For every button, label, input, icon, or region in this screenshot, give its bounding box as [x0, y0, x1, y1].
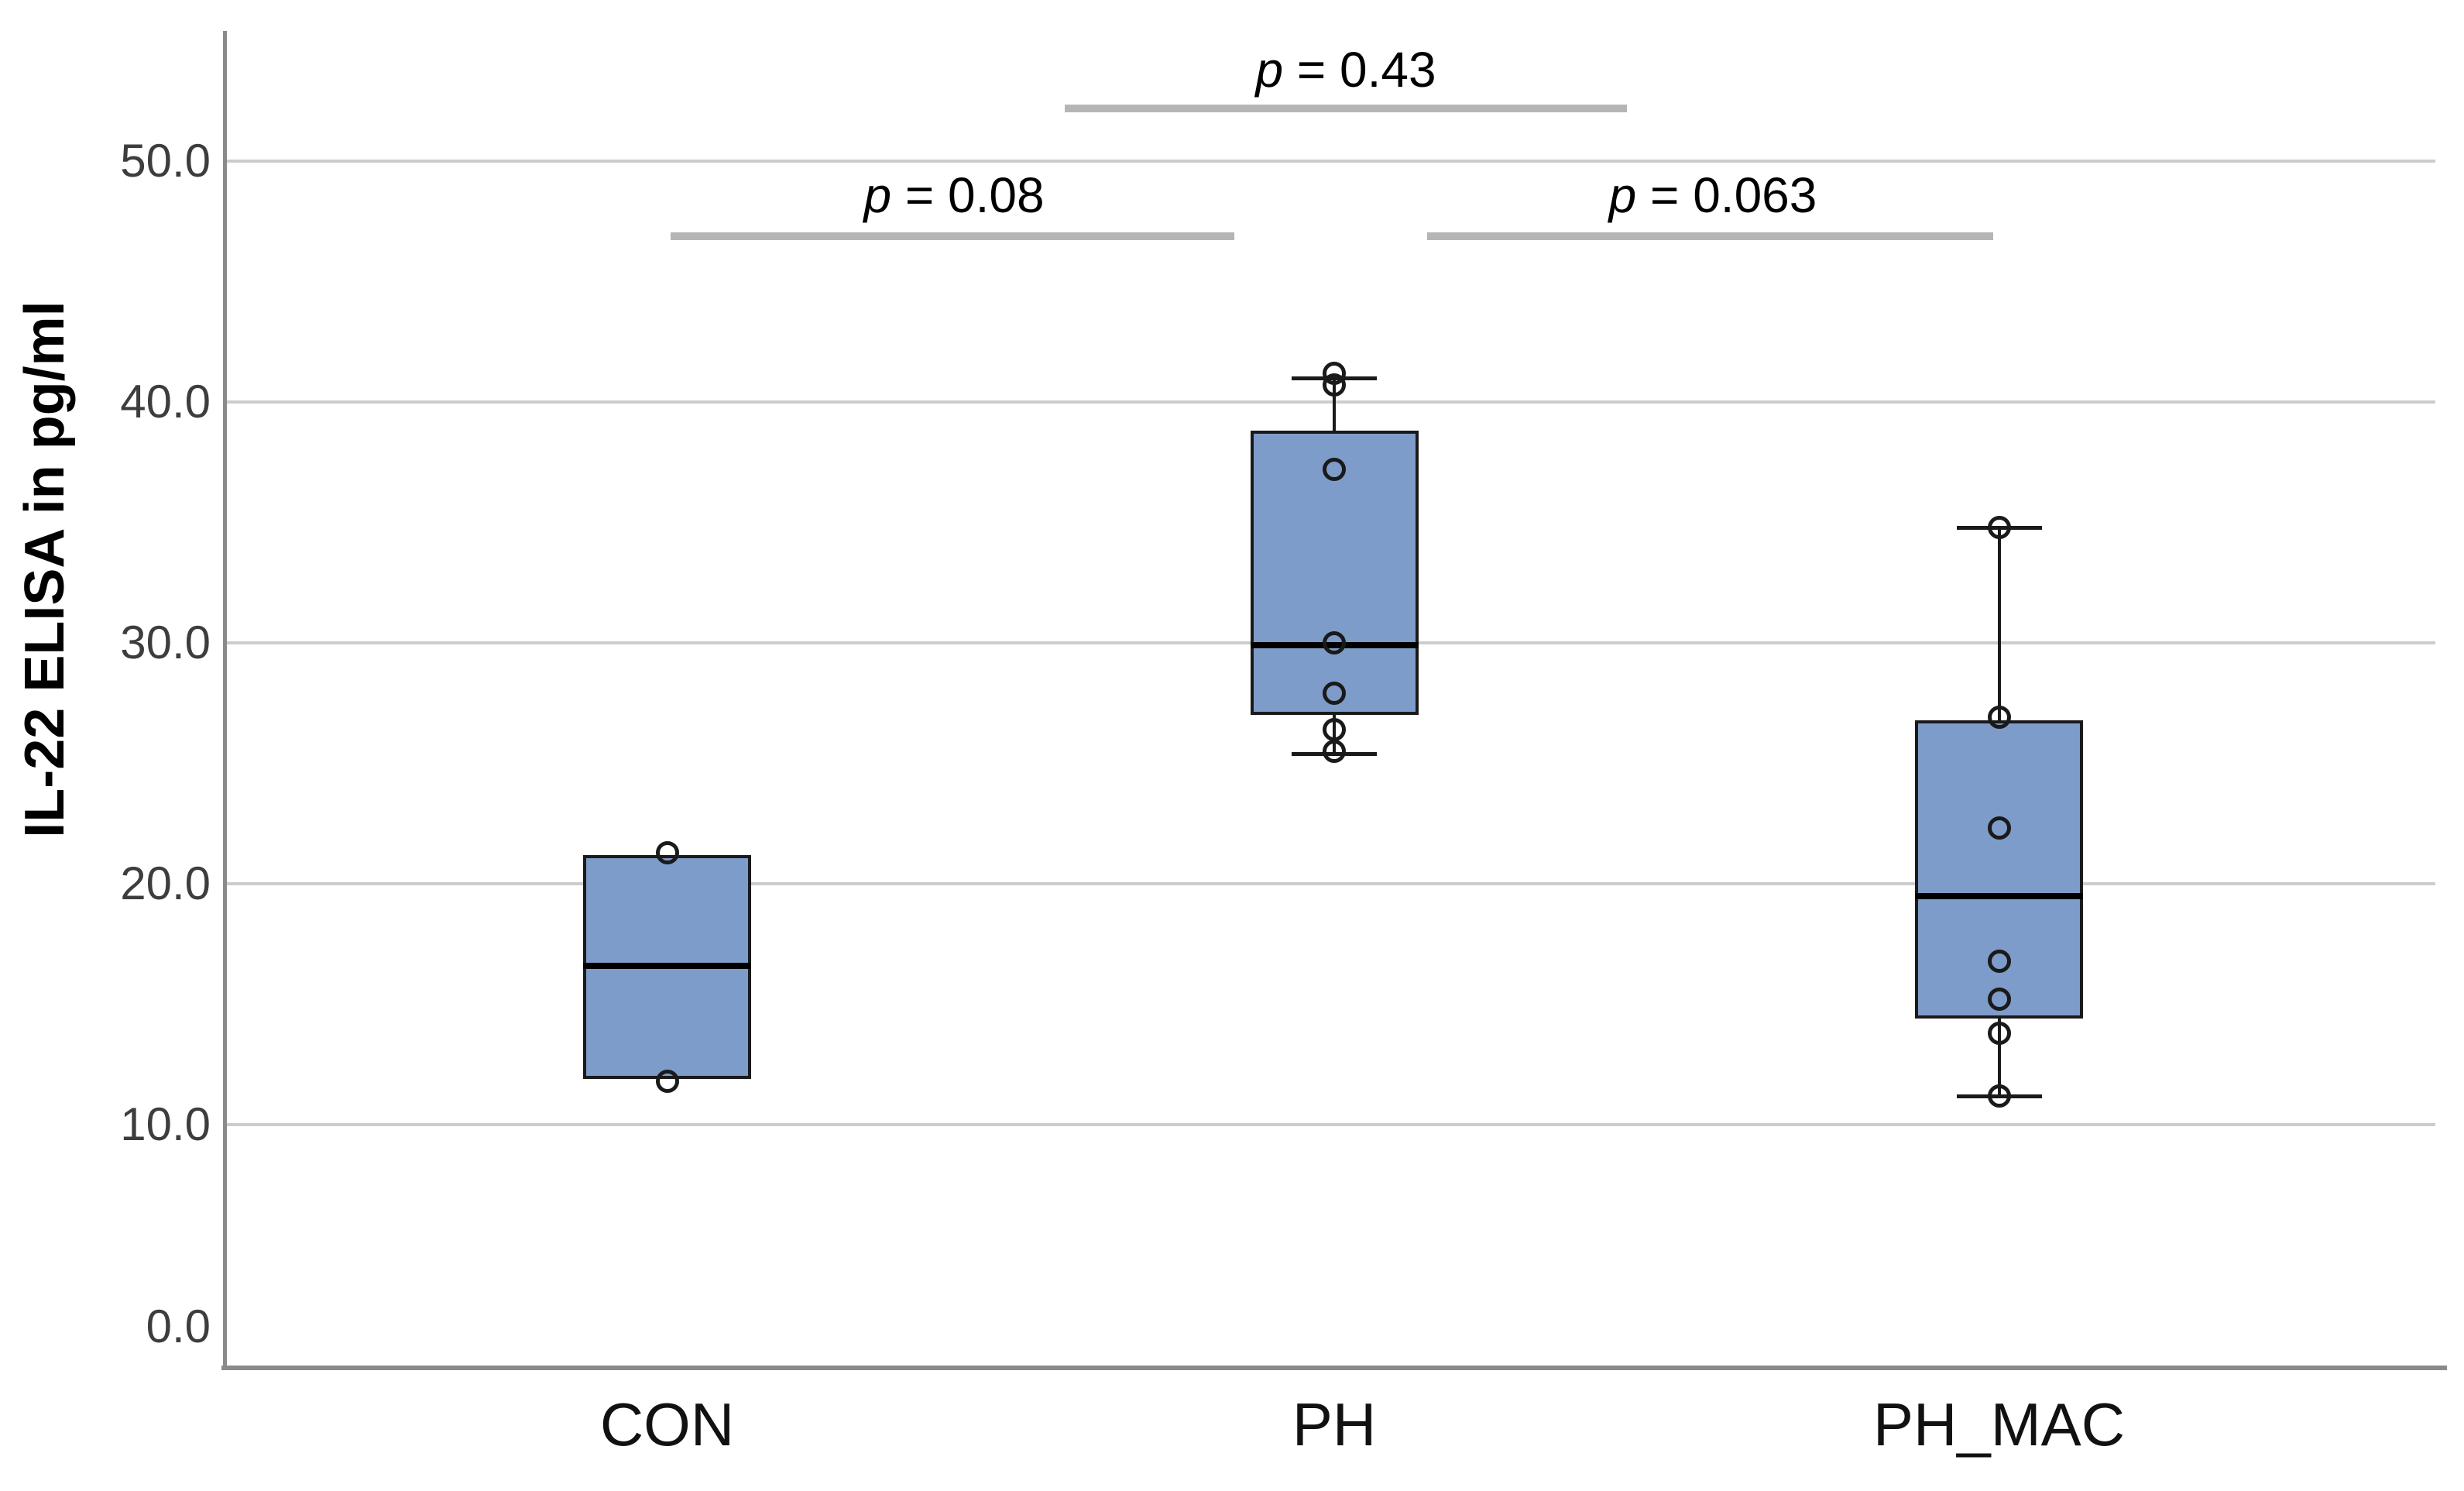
x-axis-line — [221, 1366, 2447, 1370]
p-value-label: p = 0.063 — [1608, 167, 1817, 223]
y-tick-label: 20.0 — [120, 857, 211, 909]
y-tick-label: 30.0 — [120, 617, 211, 668]
p-value-label: p = 0.43 — [1255, 42, 1436, 98]
data-point — [1987, 988, 2011, 1012]
data-point — [655, 1070, 679, 1094]
significance-bar — [1065, 105, 1627, 112]
gridline — [223, 1123, 2435, 1126]
data-point — [1987, 1021, 2011, 1045]
y-tick-label: 40.0 — [120, 376, 211, 428]
data-point — [1323, 739, 1346, 763]
x-category-label: CON — [599, 1390, 735, 1458]
median-line — [1915, 892, 2083, 899]
data-point — [1987, 515, 2011, 539]
whisker-line — [1997, 1019, 2001, 1096]
gridline — [223, 160, 2435, 163]
y-tick-label: 50.0 — [120, 135, 211, 187]
box-ph-mac — [1915, 720, 2083, 1019]
significance-bar — [671, 232, 1234, 240]
y-tick-label: 10.0 — [120, 1098, 211, 1150]
data-point — [1987, 1084, 2011, 1108]
significance-bar — [1427, 232, 1993, 240]
data-point — [1323, 631, 1346, 654]
p-value-label: p = 0.08 — [863, 167, 1045, 223]
x-category-label: PH_MAC — [1872, 1390, 2126, 1458]
data-point — [1987, 949, 2011, 973]
gridline — [223, 882, 2435, 885]
whisker-line — [1997, 527, 2001, 720]
data-point — [1323, 458, 1346, 482]
data-point — [1323, 373, 1346, 397]
data-point — [1987, 706, 2011, 730]
y-axis-line — [223, 31, 227, 1370]
data-point — [655, 840, 679, 864]
median-line — [583, 962, 751, 969]
y-tick-label: 0.0 — [146, 1300, 211, 1352]
data-point — [1323, 682, 1346, 706]
x-category-label: PH — [1292, 1390, 1377, 1458]
data-point — [1987, 816, 2011, 840]
whisker-line — [1333, 377, 1336, 431]
data-point — [1323, 717, 1346, 741]
gridline — [223, 400, 2435, 404]
